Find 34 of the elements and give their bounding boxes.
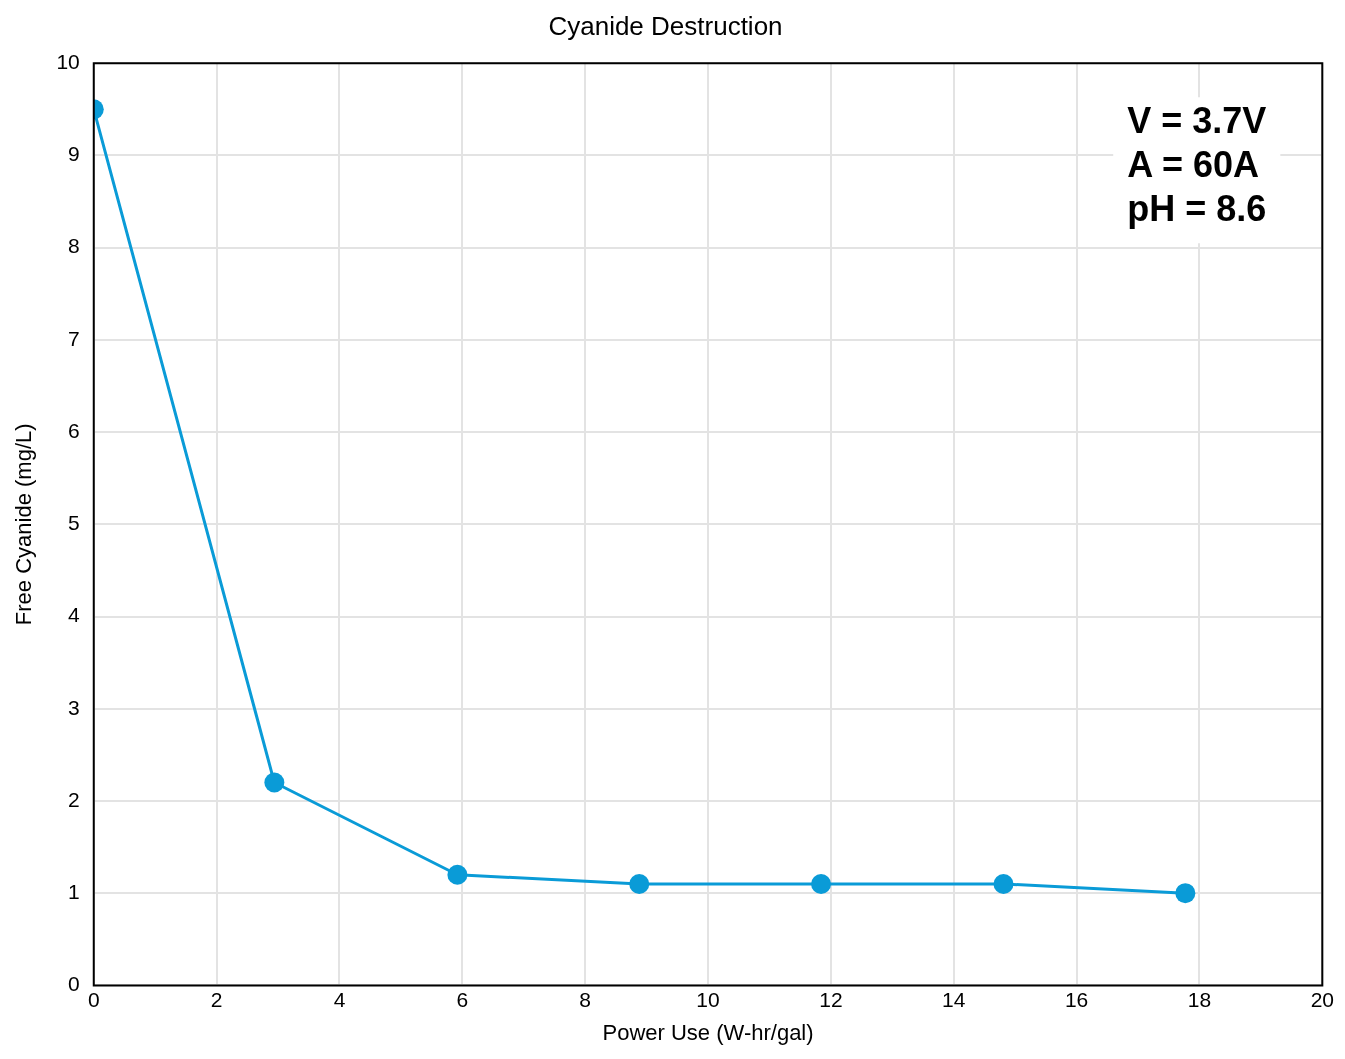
y-tick-label: 4 [68,603,81,627]
y-axis-title: Free Cyanide (mg/L) [11,423,37,626]
x-tick-label: 6 [456,987,469,1011]
y-tick-label: 7 [68,326,80,350]
x-tick-label: 16 [1064,987,1089,1011]
x-tick-label: 0 [87,987,100,1011]
x-tick-label: 14 [942,987,966,1011]
point [629,873,650,894]
y-tick-label: 3 [68,695,80,719]
x-tick-label: 18 [1187,987,1212,1011]
point [264,772,285,793]
chart-title: Cyanide Destruction [548,10,783,41]
x-tick-label: 10 [696,987,720,1011]
point [811,873,832,894]
y-tick-label: 6 [68,418,80,442]
point [1175,883,1196,904]
y-tick-label: 1 [68,879,80,903]
y-tick-label: 10 [56,50,80,73]
point [447,864,468,885]
x-tick-label: 20 [1310,987,1334,1011]
point [993,873,1014,894]
annotation: pH = 8.6 [1127,188,1267,230]
y-tick-label: 8 [68,234,80,258]
y-tick-label: 2 [68,787,80,811]
x-tick-label: 2 [210,987,223,1011]
annotation: A = 60A [1127,144,1259,186]
y-tick-label: 9 [68,142,80,166]
annotation: V = 3.7V [1127,100,1267,142]
x-tick-label: 4 [333,987,346,1011]
y-tick-label: 5 [68,511,80,535]
x-axis-title: Power Use (W-hr/gal) [602,1019,814,1045]
x-tick-label: 8 [579,987,592,1011]
y-tick-label: 0 [68,972,80,996]
x-tick-label: 12 [819,987,843,1011]
